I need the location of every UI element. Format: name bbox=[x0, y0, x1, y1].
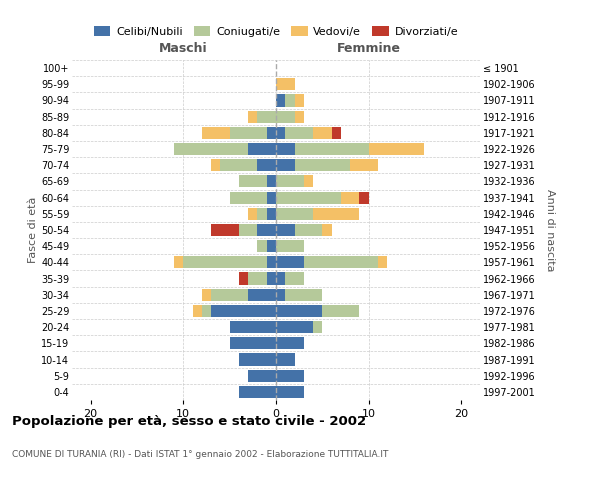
Bar bbox=[304, 256, 378, 268]
Bar bbox=[276, 240, 304, 252]
Bar bbox=[248, 110, 257, 122]
Bar bbox=[267, 176, 276, 188]
Y-axis label: Anni di nascita: Anni di nascita bbox=[545, 188, 555, 271]
Bar bbox=[295, 159, 350, 172]
Bar bbox=[285, 94, 295, 106]
Bar bbox=[239, 176, 267, 188]
Bar bbox=[230, 321, 276, 333]
Bar bbox=[276, 127, 285, 139]
Bar bbox=[322, 224, 332, 236]
Bar bbox=[267, 208, 276, 220]
Text: Popolazione per età, sesso e stato civile - 2002: Popolazione per età, sesso e stato civil… bbox=[12, 415, 366, 428]
Bar bbox=[257, 159, 276, 172]
Bar bbox=[276, 386, 304, 398]
Bar bbox=[202, 127, 230, 139]
Bar bbox=[239, 386, 276, 398]
Bar bbox=[295, 94, 304, 106]
Bar bbox=[267, 127, 276, 139]
Bar bbox=[248, 272, 267, 284]
Bar bbox=[295, 224, 322, 236]
Bar bbox=[230, 338, 276, 349]
Bar bbox=[276, 94, 285, 106]
Bar bbox=[322, 305, 359, 317]
Bar bbox=[276, 143, 295, 155]
Bar bbox=[276, 338, 304, 349]
Bar bbox=[313, 321, 322, 333]
Bar bbox=[276, 256, 304, 268]
Bar bbox=[248, 370, 276, 382]
Bar bbox=[369, 143, 424, 155]
Bar bbox=[304, 176, 313, 188]
Bar bbox=[313, 208, 359, 220]
Bar bbox=[202, 288, 211, 301]
Bar bbox=[276, 224, 295, 236]
Bar bbox=[248, 288, 276, 301]
Bar bbox=[267, 192, 276, 203]
Bar bbox=[285, 288, 322, 301]
Bar bbox=[239, 224, 257, 236]
Bar bbox=[239, 354, 276, 366]
Bar bbox=[183, 256, 267, 268]
Bar bbox=[230, 127, 267, 139]
Bar bbox=[202, 305, 211, 317]
Bar bbox=[257, 224, 276, 236]
Bar bbox=[295, 110, 304, 122]
Bar bbox=[276, 321, 313, 333]
Bar bbox=[267, 240, 276, 252]
Bar bbox=[174, 143, 248, 155]
Bar bbox=[211, 288, 248, 301]
Bar bbox=[276, 192, 341, 203]
Bar bbox=[276, 370, 304, 382]
Bar bbox=[276, 305, 322, 317]
Bar bbox=[276, 354, 295, 366]
Bar bbox=[193, 305, 202, 317]
Bar bbox=[174, 256, 183, 268]
Bar bbox=[211, 159, 220, 172]
Bar bbox=[276, 288, 285, 301]
Bar bbox=[276, 272, 285, 284]
Bar bbox=[285, 127, 313, 139]
Bar bbox=[239, 272, 248, 284]
Bar bbox=[350, 159, 378, 172]
Bar bbox=[341, 192, 359, 203]
Y-axis label: Fasce di età: Fasce di età bbox=[28, 197, 38, 263]
Text: Maschi: Maschi bbox=[159, 42, 208, 55]
Bar bbox=[267, 272, 276, 284]
Bar bbox=[285, 272, 304, 284]
Bar bbox=[248, 143, 276, 155]
Bar bbox=[276, 78, 295, 90]
Bar bbox=[276, 110, 295, 122]
Bar bbox=[276, 159, 295, 172]
Bar bbox=[267, 256, 276, 268]
Bar bbox=[230, 192, 267, 203]
Bar bbox=[220, 159, 257, 172]
Text: COMUNE DI TURANIA (RI) - Dati ISTAT 1° gennaio 2002 - Elaborazione TUTTITALIA.IT: COMUNE DI TURANIA (RI) - Dati ISTAT 1° g… bbox=[12, 450, 388, 459]
Bar bbox=[359, 192, 369, 203]
Bar bbox=[276, 208, 313, 220]
Bar bbox=[211, 305, 276, 317]
Text: Femmine: Femmine bbox=[337, 42, 401, 55]
Bar bbox=[295, 143, 369, 155]
Bar bbox=[257, 240, 267, 252]
Legend: Celibi/Nubili, Coniugati/e, Vedovi/e, Divorziati/e: Celibi/Nubili, Coniugati/e, Vedovi/e, Di… bbox=[89, 22, 463, 41]
Bar bbox=[211, 224, 239, 236]
Bar bbox=[257, 110, 276, 122]
Bar bbox=[276, 176, 304, 188]
Bar bbox=[378, 256, 387, 268]
Bar bbox=[313, 127, 332, 139]
Bar bbox=[257, 208, 267, 220]
Bar bbox=[332, 127, 341, 139]
Bar bbox=[248, 208, 257, 220]
